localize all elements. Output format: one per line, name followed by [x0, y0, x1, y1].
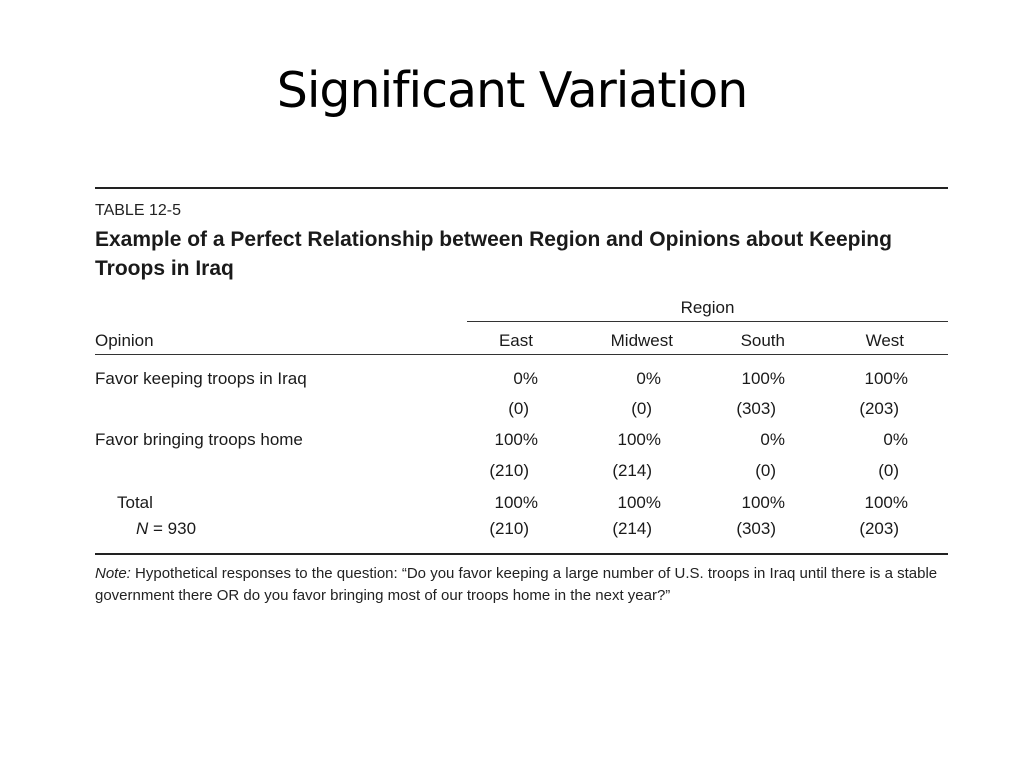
table-cell: (203) — [859, 399, 899, 418]
row-label-favor-bringing: Favor bringing troops home — [95, 430, 303, 449]
table-cell: (0) — [631, 399, 652, 418]
table-cell: 100% — [617, 430, 661, 449]
table-cell: (0) — [508, 399, 529, 418]
sample-size-label: N = 930 — [136, 519, 196, 539]
table-cell: 100% — [494, 430, 538, 449]
table-cell: (210) — [489, 519, 529, 538]
table-cell: (0) — [755, 461, 776, 480]
data-table: Region Opinion East Midwest South West F… — [95, 283, 948, 643]
header-rule — [95, 354, 948, 355]
table-cell: (210) — [489, 461, 529, 480]
table-cell: 0% — [760, 430, 785, 449]
note-label: Note: — [95, 565, 131, 582]
note-text: Hypothetical responses to the question: … — [95, 565, 938, 604]
table-cell: 100% — [617, 493, 661, 512]
column-header-midwest: Midwest — [610, 331, 673, 350]
table-cell: 0% — [636, 369, 661, 388]
table-cell: (203) — [859, 519, 899, 538]
table-cell: (214) — [612, 519, 652, 538]
table-cell: 0% — [883, 430, 908, 449]
column-header-east: East — [498, 331, 533, 350]
region-spanner-header: Region — [680, 298, 735, 317]
total-label: Total — [117, 493, 153, 512]
opinion-column-header: Opinion — [95, 331, 154, 350]
table-cell: (303) — [736, 519, 776, 538]
n-value: = 930 — [148, 519, 197, 538]
table-label: TABLE 12-5 — [95, 202, 181, 219]
table-note: Note: Hypothetical responses to the ques… — [95, 563, 948, 607]
spanner-rule — [467, 321, 948, 322]
table-cell: (214) — [612, 461, 652, 480]
table-cell: 100% — [741, 369, 785, 388]
table-bottom-rule — [95, 553, 948, 555]
column-header-south: South — [740, 331, 785, 350]
table-figure: TABLE 12-5 Example of a Perfect Relation… — [95, 187, 948, 643]
table-cell: 0% — [513, 369, 538, 388]
table-top-rule — [95, 187, 948, 189]
table-cell: (0) — [878, 461, 899, 480]
row-label-favor-keeping: Favor keeping troops in Iraq — [95, 369, 307, 388]
column-header-west: West — [865, 331, 904, 350]
table-cell: 100% — [864, 493, 908, 512]
table-cell: 100% — [741, 493, 785, 512]
table-cell: (303) — [736, 399, 776, 418]
table-caption: Example of a Perfect Relationship betwee… — [95, 228, 892, 280]
table-cell: 100% — [494, 493, 538, 512]
table-cell: 100% — [864, 369, 908, 388]
slide-title: Significant Variation — [276, 62, 749, 119]
n-symbol: N — [136, 519, 149, 538]
